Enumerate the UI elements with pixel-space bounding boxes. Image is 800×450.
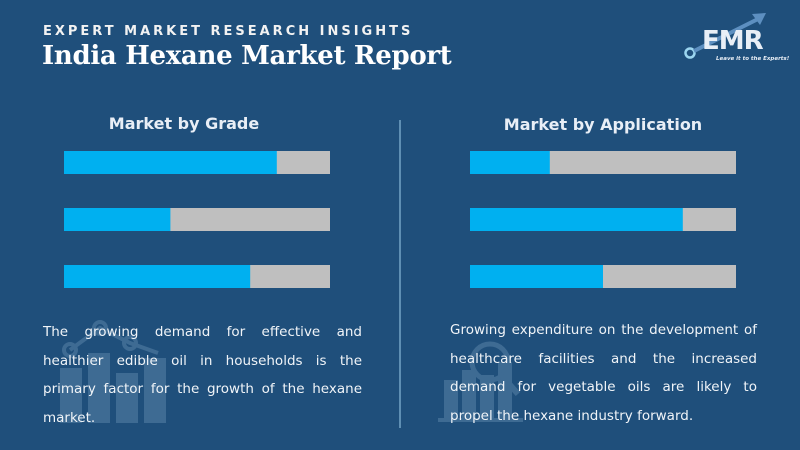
- panel-title-grade: Market by Grade: [108, 114, 260, 133]
- logo-tagline: Leave it to the Experts!: [716, 56, 790, 62]
- application-description: Growing expenditure on the development o…: [450, 322, 757, 424]
- grade-description: The growing demand for effective and hea…: [43, 324, 362, 426]
- application-bar-2: [470, 208, 683, 231]
- magnifier-bar-chart-icon: [438, 341, 523, 422]
- grade-bar-2: [64, 208, 171, 231]
- panel-title-application: Market by Application: [503, 115, 703, 134]
- bar-line-chart-icon: [60, 320, 166, 423]
- eyebrow-text: EXPERT MARKET RESEARCH INSIGHTS: [43, 24, 414, 39]
- grade-bar-1: [64, 151, 277, 174]
- growth-arrow-icon: [684, 13, 766, 59]
- application-bar-3: [470, 265, 603, 288]
- logo-text: EMR: [702, 26, 764, 56]
- panel-divider: [399, 120, 401, 428]
- emr-logo: EMR Leave it to the Experts!: [680, 10, 790, 65]
- application-bar-1: [470, 151, 550, 174]
- grade-bar-3: [64, 265, 251, 288]
- page-title: India Hexane Market Report: [42, 41, 452, 71]
